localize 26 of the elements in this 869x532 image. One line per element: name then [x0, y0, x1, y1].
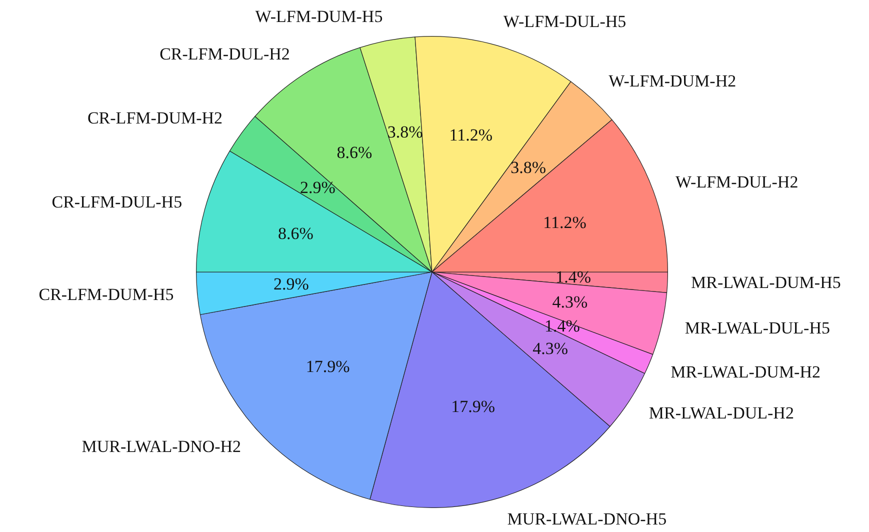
slice-label: MR-LWAL-DUM-H5	[691, 272, 841, 292]
slice-label: MR-LWAL-DUM-H2	[670, 362, 821, 382]
slice-label: W-LFM-DUM-H5	[255, 6, 383, 26]
data-label: 17.9%	[306, 357, 350, 376]
data-label: 3.8%	[510, 158, 546, 177]
data-label: 11.2%	[543, 212, 586, 232]
data-label: 11.2%	[449, 126, 493, 145]
data-label: 17.9%	[451, 396, 496, 416]
data-label: 4.3%	[532, 338, 568, 358]
data-label: 8.6%	[336, 143, 372, 162]
data-label: 4.3%	[552, 292, 588, 312]
slice-label: MUR-LWAL-DNO-H2	[82, 436, 242, 456]
data-label: 8.6%	[278, 224, 314, 243]
slice-label: MUR-LWAL-DNO-H5	[507, 510, 667, 529]
slice-label: CR-LFM-DUL-H2	[160, 44, 290, 64]
slice-label: CR-LFM-DUL-H5	[52, 192, 182, 212]
slice-label: W-LFM-DUL-H5	[503, 12, 626, 32]
data-label: 2.9%	[300, 178, 336, 198]
data-label: 2.9%	[273, 274, 309, 294]
data-label: 1.4%	[556, 268, 591, 287]
slice-label: W-LFM-DUM-H2	[608, 72, 736, 91]
slice-label: MR-LWAL-DUL-H2	[648, 404, 794, 423]
slice-label: W-LFM-DUL-H2	[675, 172, 798, 192]
slice-label: MR-LWAL-DUL-H5	[684, 318, 830, 338]
slice-label: CR-LFM-DUM-H2	[87, 108, 223, 128]
slice-label: CR-LFM-DUM-H5	[38, 285, 174, 304]
